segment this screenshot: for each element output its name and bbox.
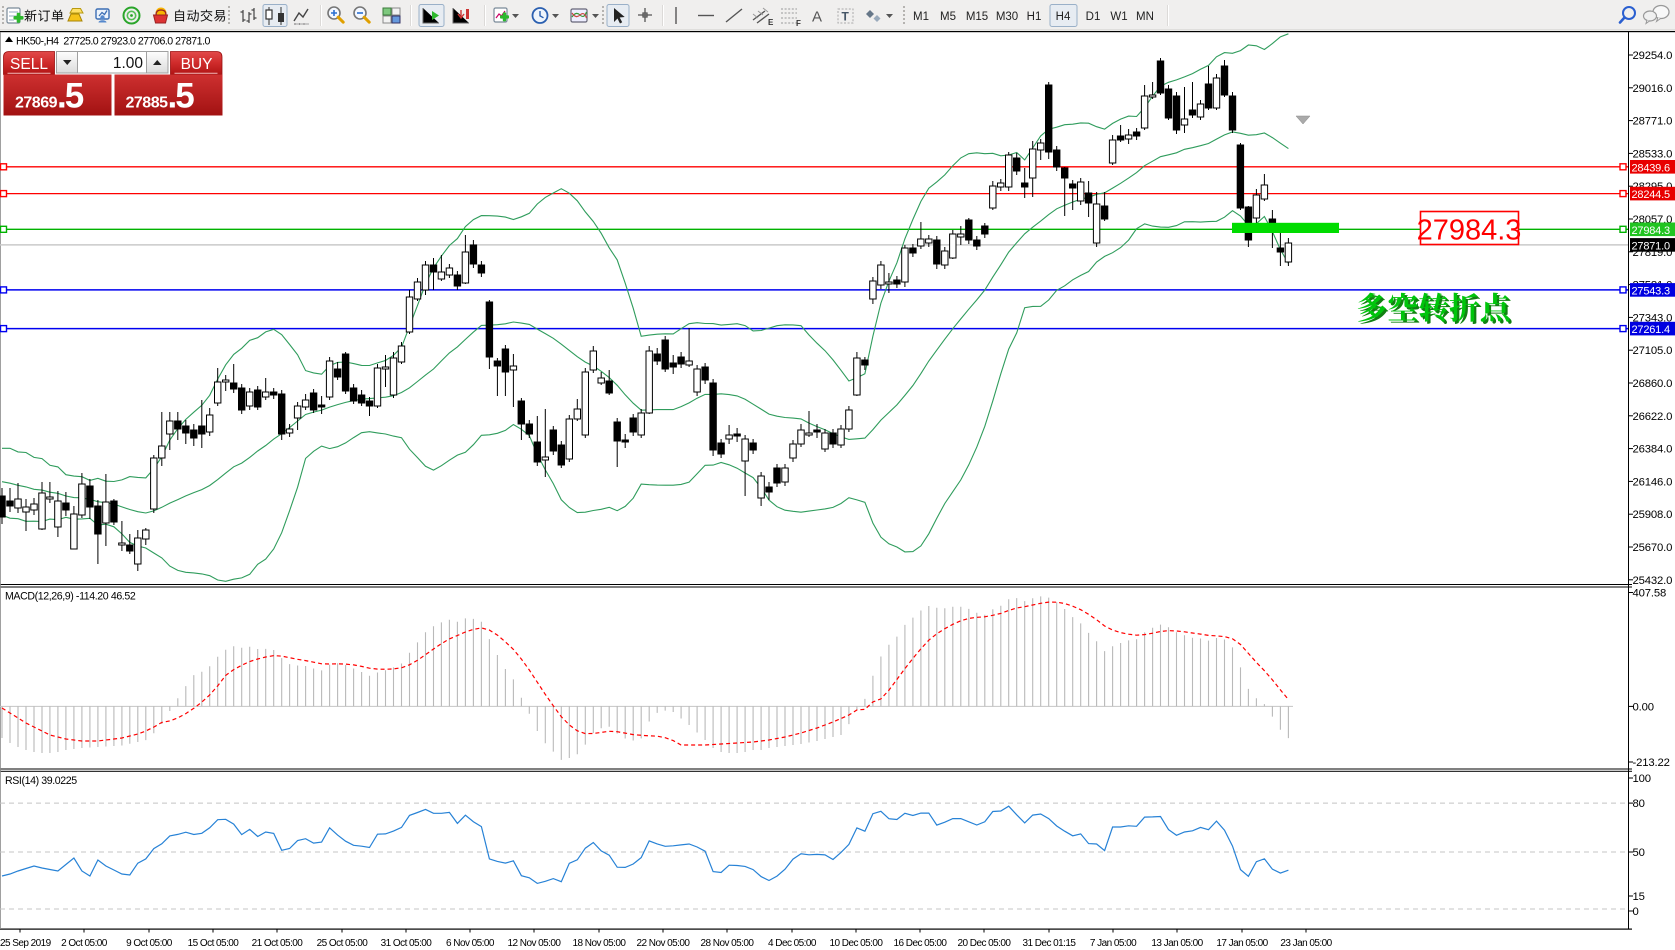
svg-text:26622.0: 26622.0 <box>1633 411 1673 423</box>
svg-text:A: A <box>812 9 822 26</box>
svg-text:27869: 27869 <box>15 95 58 112</box>
svg-text:25432.0: 25432.0 <box>1633 575 1673 587</box>
svg-text:T: T <box>842 10 850 24</box>
svg-text:17 Jan 05:00: 17 Jan 05:00 <box>1216 938 1268 949</box>
svg-text:28 Nov 05:00: 28 Nov 05:00 <box>701 938 755 949</box>
svg-text:HK50-,H4 27725.0 27923.0 2770: HK50-,H4 27725.0 27923.0 27706.0 27871.0 <box>16 36 211 48</box>
svg-text:7 Jan 05:00: 7 Jan 05:00 <box>1090 938 1137 949</box>
svg-text:27984.3: 27984.3 <box>1417 215 1522 247</box>
svg-text:25 Sep 2019: 25 Sep 2019 <box>0 938 52 949</box>
svg-text:MACD(12,26,9) -114.20 46.52: MACD(12,26,9) -114.20 46.52 <box>5 591 136 603</box>
svg-text:22 Nov 05:00: 22 Nov 05:00 <box>637 938 691 949</box>
svg-text:28439.6: 28439.6 <box>1632 162 1670 174</box>
svg-text:25670.0: 25670.0 <box>1633 542 1673 554</box>
svg-text:26384.0: 26384.0 <box>1633 444 1673 456</box>
svg-text:27261.4: 27261.4 <box>1632 324 1670 336</box>
svg-text:407.58: 407.58 <box>1633 588 1667 600</box>
svg-text:27105.0: 27105.0 <box>1633 345 1673 357</box>
svg-text:50: 50 <box>1633 847 1645 859</box>
svg-text:13 Jan 05:00: 13 Jan 05:00 <box>1151 938 1203 949</box>
svg-text:12 Nov 05:00: 12 Nov 05:00 <box>508 938 562 949</box>
svg-text:21 Oct 05:00: 21 Oct 05:00 <box>252 938 304 949</box>
svg-text:20 Dec 05:00: 20 Dec 05:00 <box>958 938 1012 949</box>
svg-text:.5: .5 <box>168 77 195 116</box>
svg-text:15 Oct 05:00: 15 Oct 05:00 <box>188 938 240 949</box>
svg-text:15: 15 <box>1633 891 1645 903</box>
svg-text:26146.0: 26146.0 <box>1633 476 1673 488</box>
svg-text:4 Dec 05:00: 4 Dec 05:00 <box>768 938 817 949</box>
svg-text:H4: H4 <box>1056 11 1071 23</box>
svg-text:26860.0: 26860.0 <box>1633 378 1673 390</box>
svg-text:18 Nov 05:00: 18 Nov 05:00 <box>573 938 627 949</box>
svg-text:27885: 27885 <box>126 95 169 112</box>
svg-text:28533.0: 28533.0 <box>1633 148 1673 160</box>
svg-text:M5: M5 <box>940 11 956 23</box>
svg-text:27819.0: 27819.0 <box>1633 247 1673 259</box>
svg-text:29016.0: 29016.0 <box>1633 83 1673 95</box>
svg-text:H1: H1 <box>1027 11 1042 23</box>
svg-text:6 Nov 05:00: 6 Nov 05:00 <box>446 938 495 949</box>
svg-text:25 Oct 05:00: 25 Oct 05:00 <box>317 938 369 949</box>
svg-text:0.00: 0.00 <box>1633 701 1654 713</box>
svg-text:MN: MN <box>1136 11 1154 23</box>
svg-text:RSI(14) 39.0225: RSI(14) 39.0225 <box>5 775 77 787</box>
svg-text:9 Oct 05:00: 9 Oct 05:00 <box>126 938 173 949</box>
svg-text:E: E <box>768 18 774 27</box>
svg-text:F: F <box>796 19 801 28</box>
svg-text:-213.22: -213.22 <box>1633 757 1670 769</box>
svg-text:W1: W1 <box>1110 11 1127 23</box>
svg-text:29254.0: 29254.0 <box>1633 50 1673 62</box>
svg-text:28244.5: 28244.5 <box>1632 189 1670 201</box>
svg-text:2 Oct 05:00: 2 Oct 05:00 <box>61 938 108 949</box>
svg-text:BUY: BUY <box>181 56 213 73</box>
svg-text:31 Dec 01:15: 31 Dec 01:15 <box>1023 938 1077 949</box>
svg-text:31 Oct 05:00: 31 Oct 05:00 <box>381 938 433 949</box>
svg-text:1.00: 1.00 <box>113 55 144 72</box>
svg-text:27984.3: 27984.3 <box>1632 225 1670 237</box>
svg-text:M30: M30 <box>996 11 1018 23</box>
svg-text:M1: M1 <box>913 11 929 23</box>
svg-text:D1: D1 <box>1086 11 1101 23</box>
svg-text:80: 80 <box>1633 798 1645 810</box>
svg-text:M15: M15 <box>966 11 988 23</box>
svg-text:SELL: SELL <box>10 56 48 73</box>
svg-text:27343.0: 27343.0 <box>1633 312 1673 324</box>
svg-text:28771.0: 28771.0 <box>1633 116 1673 128</box>
svg-text:27871.0: 27871.0 <box>1632 240 1670 252</box>
svg-text:.5: .5 <box>57 77 84 116</box>
svg-text:100: 100 <box>1633 773 1651 785</box>
svg-text:16 Dec 05:00: 16 Dec 05:00 <box>894 938 948 949</box>
svg-text:0: 0 <box>1633 906 1639 918</box>
svg-text:27543.3: 27543.3 <box>1632 285 1670 297</box>
svg-text:10 Dec 05:00: 10 Dec 05:00 <box>830 938 884 949</box>
svg-text:23 Jan 05:00: 23 Jan 05:00 <box>1280 938 1332 949</box>
svg-text:25908.0: 25908.0 <box>1633 509 1673 521</box>
